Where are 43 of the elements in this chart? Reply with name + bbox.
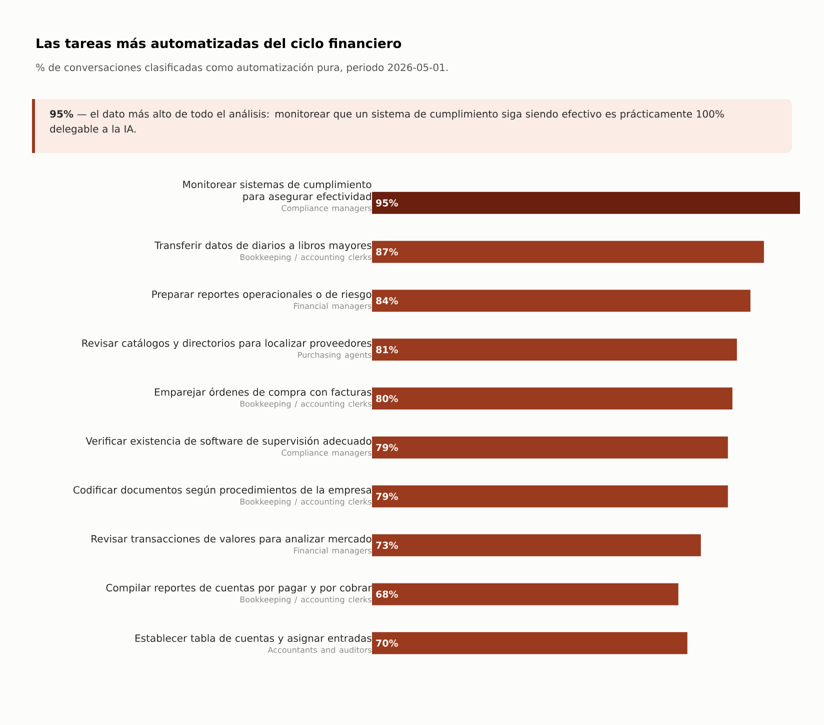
- data-label: 87%: [376, 248, 398, 256]
- text: Las tareas más automatizadas del ciclo financiero: [36, 38, 402, 48]
- bar: [372, 290, 750, 312]
- bar: [372, 388, 732, 410]
- data-label: 80%: [376, 394, 398, 402]
- text: Bookkeeping / accounting clerks: [240, 498, 372, 506]
- data-label: 73%: [376, 542, 398, 549]
- y-tick-label: Transferir datos de diarios a libros mayores: [154, 241, 372, 252]
- text: Bookkeeping / accounting clerks: [240, 596, 372, 604]
- bar: [372, 240, 764, 263]
- data-label: 95%: [376, 199, 398, 207]
- y-tick-label: Monitorear sistemas de cumplimiento para asegurar efectividad: [183, 180, 372, 202]
- y-tick-label: Codificar documentos según procedimientos de la empresa: [74, 486, 371, 496]
- bar: [372, 436, 728, 458]
- y-tick-label: Revisar transacciones de valores para analizar mercado: [92, 534, 372, 544]
- text: % de conversaciones clasificadas como automatización pura, periodo 2026-05-01.: [36, 63, 448, 74]
- data-label: 79%: [376, 444, 398, 452]
- y-tick-label: Emparejar órdenes de compra con facturas: [155, 388, 372, 398]
- text: Financial managers: [294, 547, 372, 556]
- data-label: 84%: [376, 297, 398, 304]
- y-tick-label: Revisar catálogos y directorios para localizar proveedores: [82, 338, 372, 349]
- data-label: 68%: [376, 590, 398, 598]
- y-tick-label: Compilar reportes de cuentas por pagar y por cobrar: [106, 584, 372, 594]
- text: Purchasing agents: [298, 352, 372, 360]
- data-label: 81%: [376, 346, 398, 354]
- bar: [372, 632, 688, 654]
- y-tick-label: Verificar existencia de software de supervisión adecuado: [86, 436, 372, 447]
- y-tick-label: Establecer tabla de cuentas y asignar entradas: [135, 634, 372, 644]
- text: Compliance managers: [282, 450, 372, 458]
- text: 95% — el dato más alto de todo el análisis: monitorear que un sistema de cumplimiento siga siendo efectivo es prácticamente 100% delegable a la IA.: [50, 110, 724, 135]
- text: Financial managers: [294, 302, 372, 311]
- bar: [372, 338, 737, 361]
- text: Accountants and auditors: [268, 646, 372, 653]
- bar: [372, 534, 701, 556]
- data-label: 70%: [376, 640, 398, 647]
- y-tick-label: Preparar reportes operacionales o de riesgo: [152, 290, 372, 300]
- bar: [372, 583, 678, 606]
- text: Compliance managers: [282, 204, 372, 213]
- text: Bookkeeping / accounting clerks: [240, 254, 372, 262]
- text: Bookkeeping / accounting clerks: [240, 400, 372, 408]
- data-label: 79%: [376, 492, 398, 500]
- bar: [372, 192, 800, 214]
- bar: [372, 485, 728, 508]
